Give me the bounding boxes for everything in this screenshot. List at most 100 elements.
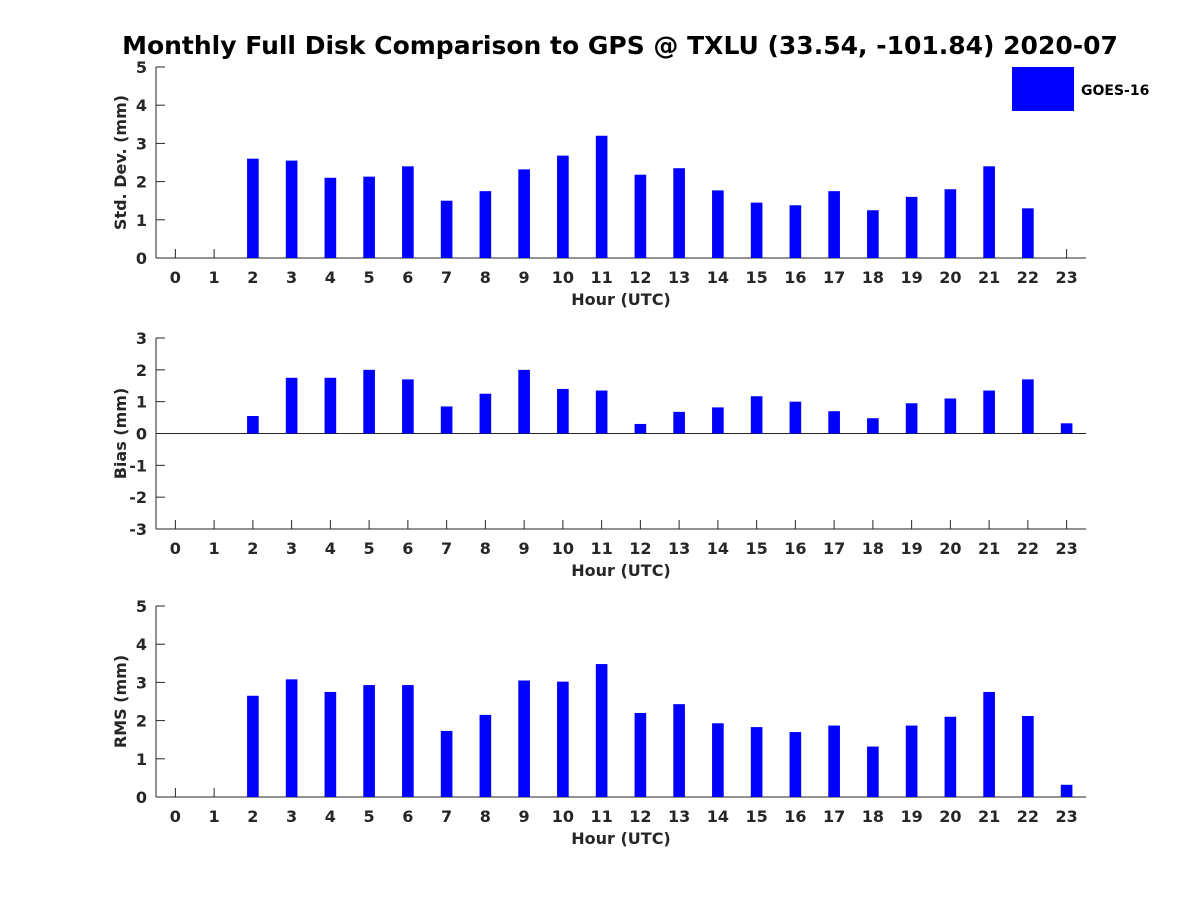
x-tick-label: 4 bbox=[325, 807, 336, 826]
x-tick-label: 5 bbox=[364, 539, 375, 558]
x-tick-label: 5 bbox=[364, 268, 375, 287]
x-axis-label: Hour (UTC) bbox=[571, 829, 671, 848]
bar bbox=[634, 423, 647, 434]
bar bbox=[479, 393, 492, 434]
bar bbox=[285, 160, 298, 258]
bar bbox=[673, 411, 685, 434]
y-tick-label: 0 bbox=[136, 249, 147, 268]
x-tick-label: 14 bbox=[707, 807, 729, 826]
x-tick-label: 11 bbox=[590, 807, 612, 826]
bar bbox=[518, 169, 530, 258]
x-tick-label: 11 bbox=[590, 268, 612, 287]
bar bbox=[363, 685, 375, 797]
x-tick-label: 9 bbox=[519, 539, 530, 558]
bar bbox=[750, 727, 763, 797]
x-tick-label: 21 bbox=[978, 539, 1000, 558]
x-tick-label: 13 bbox=[668, 539, 690, 558]
legend-label: GOES-16 bbox=[1081, 83, 1149, 99]
bar bbox=[402, 379, 414, 434]
bar bbox=[1060, 784, 1073, 797]
x-tick-label: 12 bbox=[629, 268, 651, 287]
bar bbox=[634, 712, 647, 797]
x-tick-label: 22 bbox=[1017, 268, 1039, 287]
bar bbox=[247, 158, 259, 258]
bar bbox=[944, 716, 957, 797]
y-tick-label: 5 bbox=[136, 58, 147, 77]
bar bbox=[983, 390, 995, 434]
bar bbox=[595, 390, 608, 434]
x-tick-label: 3 bbox=[286, 539, 297, 558]
bar bbox=[518, 369, 530, 434]
x-tick-label: 6 bbox=[402, 539, 413, 558]
x-tick-label: 21 bbox=[978, 807, 1000, 826]
y-tick-label: 1 bbox=[136, 211, 147, 230]
legend-swatch bbox=[1012, 67, 1074, 111]
y-tick-label: 3 bbox=[136, 134, 147, 153]
x-tick-label: 4 bbox=[325, 539, 336, 558]
bar bbox=[750, 202, 763, 258]
x-tick-label: 13 bbox=[668, 268, 690, 287]
bar bbox=[944, 189, 957, 258]
bar bbox=[828, 725, 840, 797]
x-tick-label: 7 bbox=[441, 539, 452, 558]
bar bbox=[983, 691, 995, 797]
x-tick-label: 10 bbox=[552, 268, 574, 287]
x-tick-label: 16 bbox=[784, 807, 806, 826]
bar bbox=[867, 746, 879, 797]
y-axis-label: RMS (mm) bbox=[111, 655, 130, 748]
bar bbox=[595, 664, 608, 797]
bar bbox=[944, 398, 957, 434]
x-tick-label: 6 bbox=[402, 807, 413, 826]
x-tick-label: 23 bbox=[1055, 268, 1077, 287]
x-tick-label: 23 bbox=[1055, 807, 1077, 826]
bar bbox=[402, 166, 414, 258]
x-tick-label: 14 bbox=[707, 268, 729, 287]
x-tick-label: 9 bbox=[519, 268, 530, 287]
bar bbox=[595, 135, 608, 258]
x-tick-label: 17 bbox=[823, 539, 845, 558]
chart-title: Monthly Full Disk Comparison to GPS @ TX… bbox=[122, 31, 1118, 60]
bar bbox=[983, 166, 995, 258]
y-tick-label: -1 bbox=[129, 456, 147, 475]
x-tick-label: 19 bbox=[900, 268, 922, 287]
bar bbox=[828, 191, 840, 258]
bar bbox=[673, 168, 685, 258]
bar bbox=[363, 369, 375, 434]
y-axis-label: Std. Dev. (mm) bbox=[111, 95, 130, 230]
bar bbox=[1060, 423, 1073, 434]
x-tick-label: 15 bbox=[745, 539, 767, 558]
x-tick-label: 12 bbox=[629, 539, 651, 558]
bar bbox=[1022, 208, 1034, 258]
x-tick-label: 19 bbox=[900, 807, 922, 826]
y-tick-label: 3 bbox=[136, 329, 147, 348]
x-tick-label: 15 bbox=[745, 268, 767, 287]
x-tick-label: 2 bbox=[247, 807, 258, 826]
legend: GOES-16 bbox=[1012, 67, 1149, 111]
bar bbox=[789, 732, 802, 797]
bar bbox=[557, 388, 569, 434]
bar bbox=[1022, 716, 1034, 797]
y-tick-label: 1 bbox=[136, 750, 147, 769]
x-axis-label: Hour (UTC) bbox=[571, 290, 671, 309]
bar bbox=[324, 177, 337, 258]
bar bbox=[905, 403, 918, 434]
bar bbox=[712, 407, 724, 434]
y-tick-label: 2 bbox=[136, 361, 147, 380]
bar bbox=[557, 155, 569, 258]
x-tick-label: 1 bbox=[209, 268, 220, 287]
x-tick-label: 7 bbox=[441, 268, 452, 287]
bar bbox=[905, 196, 918, 258]
x-tick-label: 0 bbox=[170, 539, 181, 558]
bar bbox=[712, 190, 724, 258]
x-tick-label: 9 bbox=[519, 807, 530, 826]
x-tick-label: 18 bbox=[862, 539, 884, 558]
y-tick-label: 4 bbox=[136, 96, 147, 115]
x-tick-label: 4 bbox=[325, 268, 336, 287]
x-tick-label: 3 bbox=[286, 807, 297, 826]
bar bbox=[905, 725, 918, 797]
y-axis-label: Bias (mm) bbox=[111, 388, 130, 480]
